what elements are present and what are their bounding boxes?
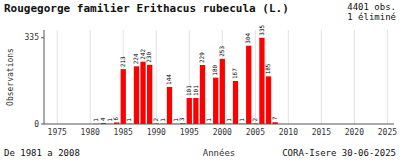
x-tick-label: 2015 — [312, 128, 331, 137]
x-axis-line — [44, 124, 394, 125]
grid-line — [57, 30, 58, 124]
bar — [259, 38, 264, 124]
data-label: 1 — [125, 118, 132, 122]
grid-line — [90, 30, 91, 124]
x-axis-label: Années — [203, 148, 236, 158]
x-tick-label: 2025 — [378, 128, 397, 137]
x-tick-label: 1975 — [48, 128, 67, 137]
grid-line — [354, 30, 355, 124]
data-label: 335 — [258, 25, 265, 36]
data-labels: 1416213122424223021144131011012291180253… — [92, 25, 277, 122]
data-label: 3 — [178, 117, 185, 121]
x-ticks: 1975 1980 1985 1990 1995 2000 2005 2010 2015 2020… — [48, 128, 398, 137]
title: Rougegorge familier Erithacus rubecula (… — [4, 2, 289, 15]
y-axis-line — [44, 30, 45, 124]
grid-line — [255, 30, 256, 124]
grid — [57, 30, 387, 124]
x-tick-label: 1995 — [180, 128, 199, 137]
x-tick-label: 2005 — [246, 128, 265, 137]
annotation: De 1981 a 2008 — [4, 148, 80, 158]
bar — [200, 65, 205, 124]
y-tick-label: 335 — [25, 33, 40, 42]
data-label: 213 — [119, 56, 126, 67]
y-axis-label: Observations — [6, 48, 15, 106]
data-label: 7 — [271, 116, 278, 120]
data-label: 1 — [159, 118, 166, 122]
bar — [121, 69, 126, 124]
data-label: 2 — [251, 117, 258, 121]
data-label: 229 — [198, 52, 205, 63]
data-label: 144 — [165, 74, 172, 85]
bar — [246, 46, 251, 124]
data-label: 304 — [244, 32, 251, 43]
bar — [187, 98, 192, 124]
data-label: 1 — [205, 118, 212, 122]
data-label: 1 — [238, 118, 245, 122]
bar — [193, 98, 198, 124]
x-tick-label: 2020 — [345, 128, 364, 137]
data-label: 6 — [112, 116, 119, 120]
y-tick-label: 0 — [34, 120, 39, 129]
grid-line — [288, 30, 289, 124]
x-tick-label: 1985 — [114, 128, 133, 137]
x-tick-label: 2010 — [279, 128, 298, 137]
bars — [94, 38, 278, 124]
data-label: 1 — [225, 118, 232, 122]
data-label: 180 — [211, 64, 218, 75]
bar — [147, 65, 152, 124]
data-label: 230 — [145, 52, 152, 63]
bar — [220, 59, 225, 124]
x-tick-label: 2000 — [213, 128, 232, 137]
chart: 1416213122424223021144131011012291180253… — [0, 0, 400, 160]
grid-line — [387, 30, 388, 124]
bar — [134, 66, 139, 124]
bar — [213, 78, 218, 124]
data-label: 185 — [264, 63, 271, 74]
bar — [233, 81, 238, 124]
y-tick — [41, 124, 44, 125]
annotation: 4401 obs.1 éliminé — [347, 2, 396, 22]
annotation-line: 1 éliminé — [347, 12, 396, 22]
annotation: CORA-Isere 30-06-2025 — [282, 148, 396, 158]
data-label: 101 — [192, 85, 199, 96]
bar — [140, 62, 145, 124]
data-label: 253 — [218, 46, 225, 57]
grid-line — [156, 30, 157, 124]
grid-line — [321, 30, 322, 124]
x-tick-label: 1990 — [147, 128, 166, 137]
x-tick-label: 1980 — [81, 128, 100, 137]
y-ticks: 0 335 — [25, 33, 44, 128]
data-label: 167 — [231, 68, 238, 79]
annotation-line: 4401 obs. — [347, 2, 396, 12]
y-tick — [41, 37, 44, 38]
